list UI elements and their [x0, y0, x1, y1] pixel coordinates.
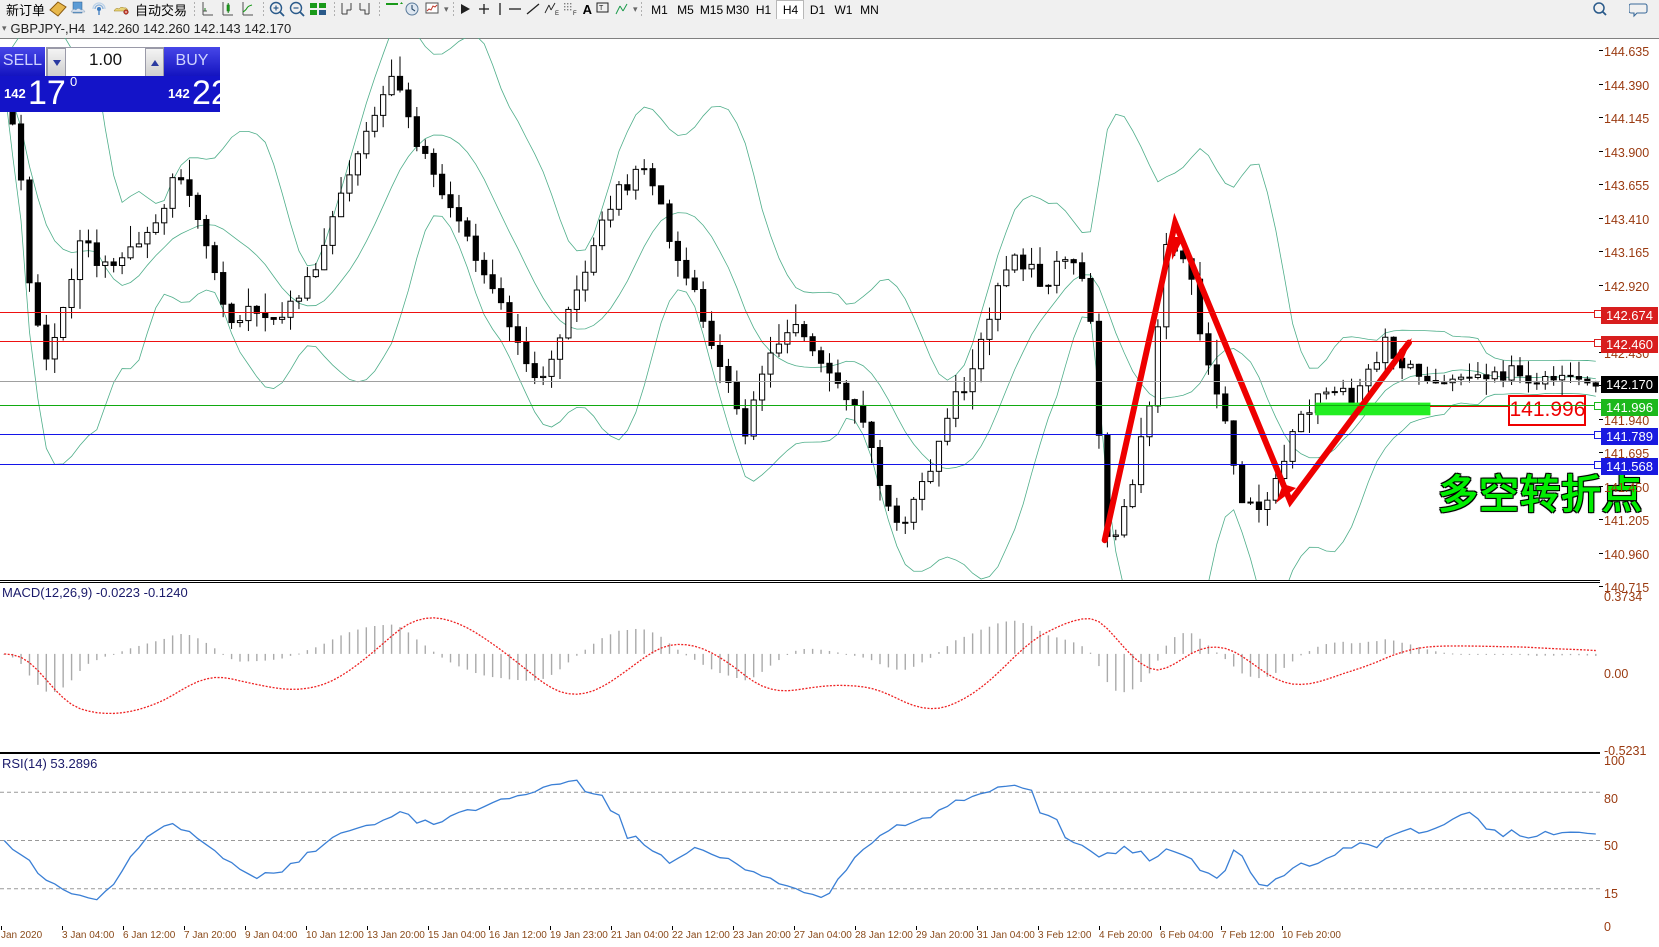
svg-text:T: T [599, 5, 604, 12]
svg-text:F: F [573, 11, 577, 17]
svg-text:E: E [555, 11, 559, 17]
